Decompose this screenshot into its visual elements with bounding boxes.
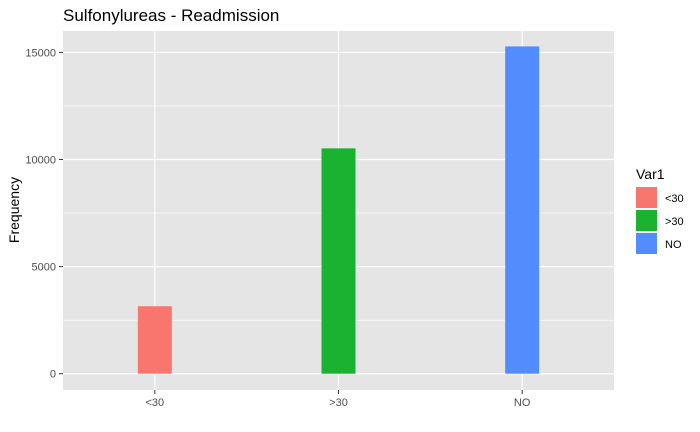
chart-title: Sulfonylureas - Readmission — [63, 6, 279, 25]
y-tick-label: 15000 — [25, 47, 56, 59]
y-tick-label: 10000 — [25, 155, 56, 167]
y-tick-label: 5000 — [32, 262, 56, 274]
y-axis: 0 5000 10000 15000 — [25, 47, 63, 381]
legend-label: >30 — [665, 216, 684, 228]
bars — [137, 46, 540, 374]
y-tick-label: 0 — [50, 369, 56, 381]
x-tick-label: NO — [514, 397, 531, 409]
x-tick-label: >30 — [329, 397, 348, 409]
x-axis: <30 >30 NO — [145, 390, 531, 409]
bar — [137, 306, 172, 374]
legend-label: <30 — [665, 193, 684, 205]
x-tick-label: <30 — [145, 397, 164, 409]
bar — [321, 148, 356, 374]
bar — [505, 46, 540, 374]
legend-key — [636, 233, 657, 254]
y-axis-title: Frequency — [6, 177, 22, 243]
legend-key — [636, 187, 657, 208]
legend-key — [636, 210, 657, 231]
legend-label: NO — [665, 239, 682, 251]
legend-title: Var1 — [636, 166, 665, 182]
legend: Var1 <30 >30 NO — [636, 166, 684, 254]
